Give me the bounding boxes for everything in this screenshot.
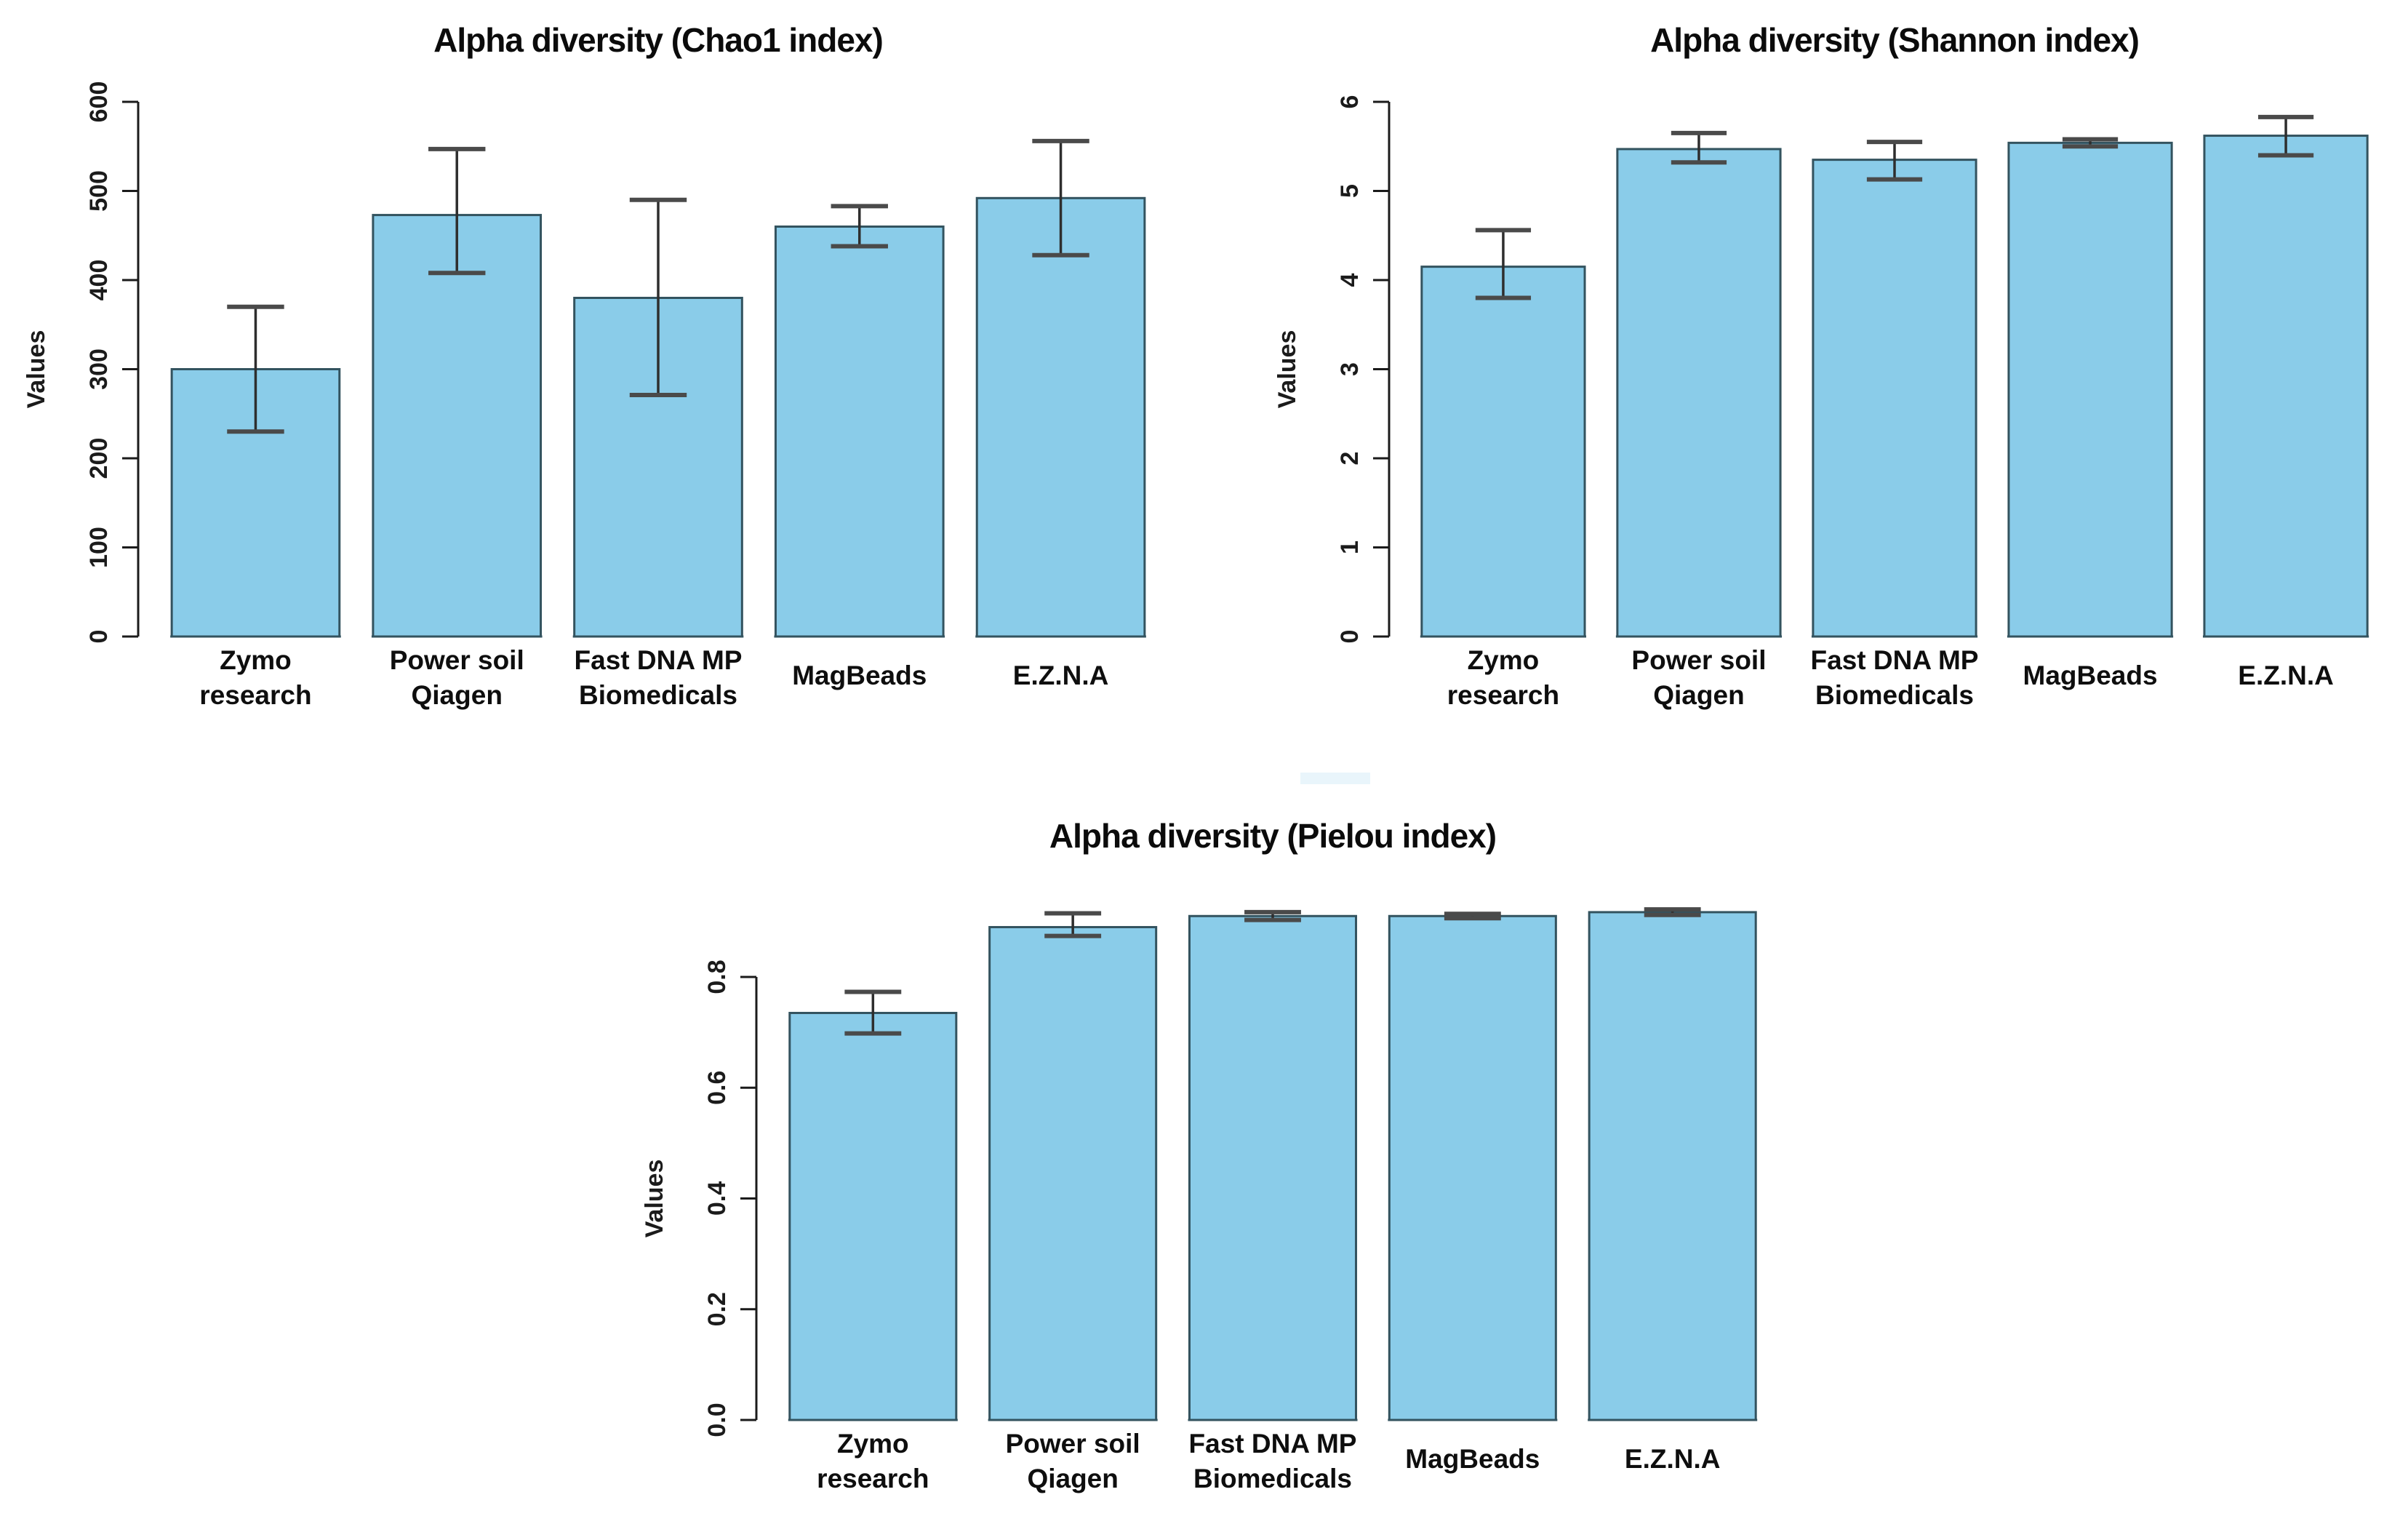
category-label: Fast DNA MP <box>1189 1429 1357 1459</box>
pielou-bar-chart: 0.0 0.2 0.4 0.6 0.8 Values Zymo research Power s… <box>641 907 1758 1493</box>
category-label: MagBeads <box>2023 661 2158 690</box>
bar <box>1388 914 1557 1421</box>
bar <box>372 214 543 638</box>
y-tick-label: 4 <box>1336 273 1364 287</box>
chart-panel-pielou: Alpha diversity (Pielou index) 0.0 0.2 0.4… <box>618 793 1811 1516</box>
category-label: research <box>199 680 311 710</box>
chart-title-shannon: Alpha diversity (Shannon index) <box>1650 21 2140 59</box>
bar <box>788 1011 958 1421</box>
y-tick-label: 6 <box>1336 95 1364 109</box>
bar <box>1420 266 1586 638</box>
category-label: Zymo <box>1468 645 1540 675</box>
shannon-bar-chart: 0 1 2 3 4 5 6 Values Zymo research Power soil Qiage… <box>1273 95 2369 710</box>
bar <box>2203 135 2369 638</box>
category-label: Biomedicals <box>579 680 737 710</box>
y-tick-label: 0.2 <box>703 1292 731 1326</box>
category-label: E.Z.N.A <box>2238 661 2334 690</box>
category-label: MagBeads <box>1405 1444 1540 1474</box>
y-tick-label: 2 <box>1336 452 1364 466</box>
category-label: Qiagen <box>1653 680 1744 710</box>
category-label: MagBeads <box>792 661 927 690</box>
y-tick-label: 100 <box>85 527 113 568</box>
y-tick-label: 3 <box>1336 362 1364 376</box>
category-label: Qiagen <box>412 680 503 710</box>
bar <box>975 196 1146 638</box>
y-axis-label: Values <box>1273 330 1301 409</box>
y-tick-label: 500 <box>85 170 113 212</box>
y-tick-label: 0.0 <box>703 1403 731 1437</box>
category-label: Fast DNA MP <box>575 645 743 675</box>
category-label: E.Z.N.A <box>1013 661 1109 690</box>
y-axis-label: Values <box>23 330 50 409</box>
category-label: research <box>817 1464 929 1493</box>
y-tick-label: 1 <box>1336 540 1364 554</box>
category-label: research <box>1447 680 1559 710</box>
y-axis-label: Values <box>641 1160 668 1238</box>
y-tick-label: 0 <box>1336 630 1364 644</box>
bar <box>2007 141 2173 638</box>
category-label: Power soil <box>1006 1429 1140 1459</box>
y-tick-label: 5 <box>1336 184 1364 198</box>
category-label: Zymo <box>220 645 292 675</box>
category-label: Power soil <box>390 645 524 675</box>
y-tick-label: 0.4 <box>703 1181 731 1216</box>
y-tick-label: 600 <box>85 81 113 123</box>
bar <box>1588 911 1757 1421</box>
bar <box>988 925 1158 1421</box>
bar <box>1616 148 1782 638</box>
y-tick-label: 0 <box>85 630 113 644</box>
category-label: E.Z.N.A <box>1625 1444 1721 1474</box>
chao1-bar-chart: 0 100 200 300 400 500 600 Values Zymo research Pow… <box>23 81 1146 710</box>
bar <box>1188 914 1358 1421</box>
y-tick-label: 0.8 <box>703 960 731 994</box>
bar <box>1812 159 1977 638</box>
category-label: Power soil <box>1631 645 1766 675</box>
y-tick-label: 200 <box>85 438 113 479</box>
category-label: Biomedicals <box>1815 680 1974 710</box>
y-tick-label: 400 <box>85 260 113 301</box>
chart-title-pielou: Alpha diversity (Pielou index) <box>1049 817 1497 855</box>
category-label: Zymo <box>837 1429 909 1459</box>
chart-panel-shannon: Alpha diversity (Shannon index) 0 1 2 3 4 5 6 V… <box>1229 7 2407 778</box>
bar <box>774 226 945 638</box>
y-tick-label: 300 <box>85 348 113 390</box>
chart-title-chao1: Alpha diversity (Chao1 index) <box>433 21 884 59</box>
category-label: Biomedicals <box>1193 1464 1352 1493</box>
category-label: Qiagen <box>1027 1464 1118 1493</box>
render-artifact <box>1300 773 1370 784</box>
y-tick-label: 0.6 <box>703 1071 731 1105</box>
category-label: Fast DNA MP <box>1811 645 1979 675</box>
chart-panel-chao1: Alpha diversity (Chao1 index) 0 100 200 300… <box>15 7 1193 778</box>
